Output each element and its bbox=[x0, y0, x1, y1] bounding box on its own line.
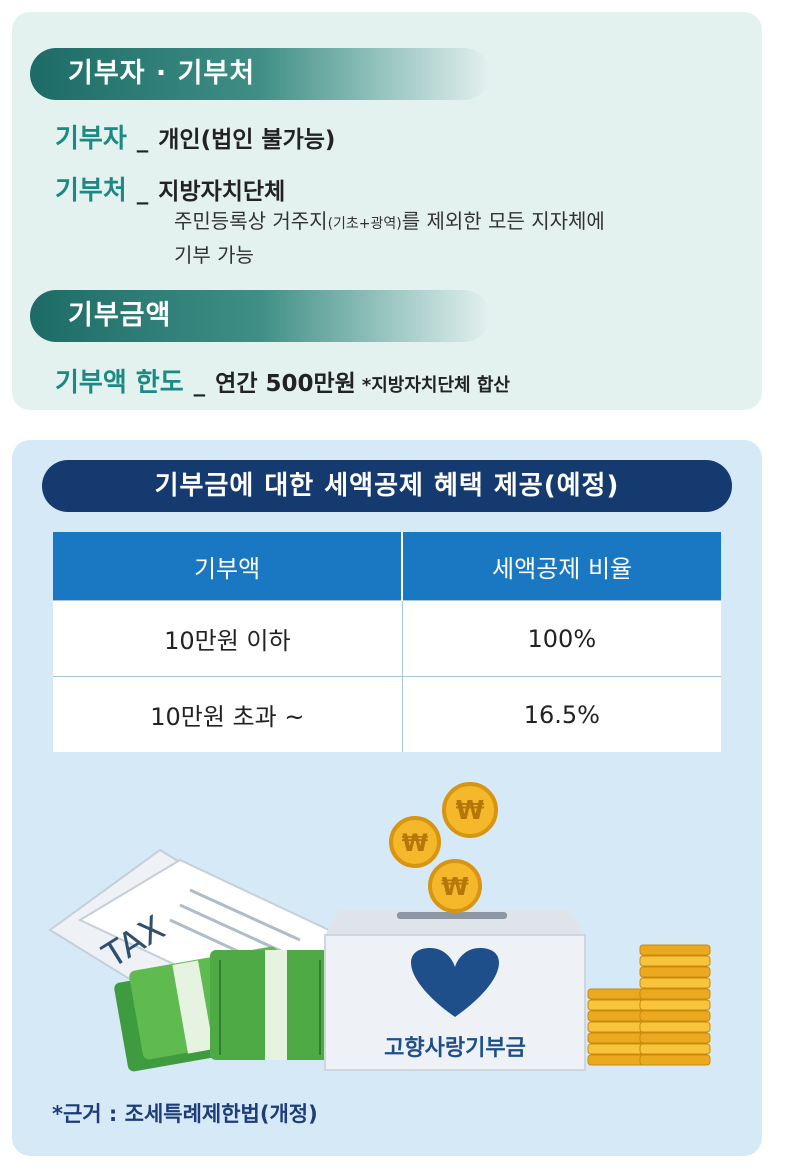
recipient-desc-line-1: 주민등록상 거주지(기초+광역)를 제외한 모든 지자체에 bbox=[174, 209, 605, 233]
separator: _ bbox=[136, 179, 149, 205]
banknote-bundle-icon bbox=[114, 946, 330, 1072]
tax-credit-table: 기부액 세액공제 비율 10만원 이하 100% 10만원 초과 ~ 16.5% bbox=[53, 532, 721, 752]
recipient-row: 기부처 _ 지방자치단체 bbox=[55, 170, 285, 207]
tax-section-title: 기부금에 대한 세액공제 혜택 제공(예정) bbox=[42, 460, 732, 512]
table-header-row: 기부액 세액공제 비율 bbox=[53, 532, 721, 601]
limit-row: 기부액 한도 _ 연간 500만원 *지방자치단체 합산 bbox=[55, 362, 510, 399]
recipient-description: 주민등록상 거주지(기초+광역)를 제외한 모든 지자체에 기부 가능 bbox=[174, 206, 605, 271]
table-cell: 10만원 이하 bbox=[53, 600, 403, 677]
svg-text:₩: ₩ bbox=[456, 796, 485, 826]
limit-note: *지방자치단체 합산 bbox=[361, 375, 510, 396]
table-row: 10만원 이하 100% bbox=[53, 600, 721, 677]
donation-box-icon: 고향사랑기부금 bbox=[324, 910, 586, 1071]
recipient-value: 지방자치단체 bbox=[158, 179, 286, 205]
table-row: 10만원 초과 ~ 16.5% bbox=[53, 676, 721, 752]
heart-icon bbox=[411, 947, 499, 1017]
svg-text:₩: ₩ bbox=[402, 829, 429, 857]
coin-stack-icon bbox=[639, 944, 711, 1066]
recipient-label: 기부처 bbox=[55, 176, 127, 206]
table-cell: 16.5% bbox=[402, 676, 721, 752]
table-cell: 10만원 초과 ~ bbox=[53, 676, 403, 752]
header-credit-rate: 세액공제 비율 bbox=[402, 532, 721, 601]
svg-text:₩: ₩ bbox=[441, 872, 469, 901]
header-donation-amount: 기부액 bbox=[53, 532, 404, 601]
limit-label: 기부액 한도 bbox=[55, 368, 184, 398]
legal-basis-note: *근거 : 조세특례제한법(개정) bbox=[52, 1102, 318, 1126]
coin-icon: ₩ bbox=[428, 859, 482, 913]
donation-illustration: TAX 고향사랑기부금 ₩ ₩ ₩ bbox=[48, 782, 711, 1072]
separator: _ bbox=[136, 127, 149, 153]
separator: _ bbox=[193, 371, 206, 397]
donor-value: 개인(법인 불가능) bbox=[158, 127, 336, 153]
recipient-desc-line-2: 기부 가능 bbox=[174, 243, 254, 267]
coin-icon: ₩ bbox=[389, 816, 441, 868]
coin-icon: ₩ bbox=[442, 782, 498, 838]
donor-label: 기부자 bbox=[55, 124, 127, 154]
amount-section-title: 기부금액 bbox=[30, 290, 490, 342]
limit-value: 연간 500만원 bbox=[215, 371, 356, 397]
donor-row: 기부자 _ 개인(법인 불가능) bbox=[55, 118, 335, 155]
box-label: 고향사랑기부금 bbox=[384, 1036, 526, 1061]
donor-section-title: 기부자 · 기부처 bbox=[30, 48, 490, 100]
table-cell: 100% bbox=[402, 600, 721, 677]
